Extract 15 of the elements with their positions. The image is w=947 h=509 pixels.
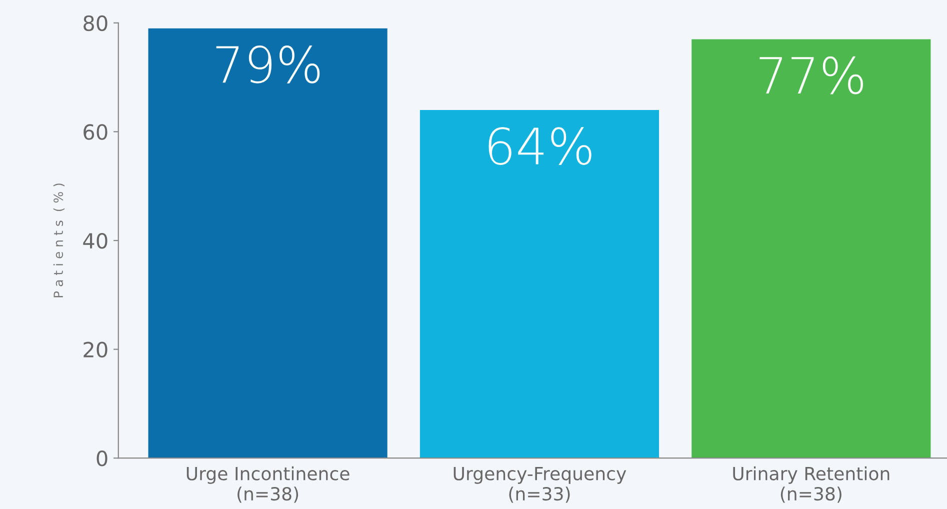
y-tick-label: 60 [84, 124, 108, 140]
y-tick-label: 0 [96, 450, 108, 466]
y-tick-label: 80 [84, 15, 108, 32]
data-label: 64% [488, 127, 592, 165]
bar [692, 39, 931, 458]
bar [420, 110, 660, 458]
data-label: 77% [760, 56, 863, 94]
x-tick-label: Urgency-Frequency (n=33) [454, 466, 626, 503]
y-axis-title: P a t i e n t s ( % ) [53, 184, 65, 298]
y-tick-label: 20 [84, 342, 108, 358]
bar [148, 28, 388, 458]
x-tick-label: Urge Incontinence (n=38) [186, 466, 350, 503]
y-tick-label: 40 [83, 232, 108, 249]
data-label: 79% [216, 46, 320, 84]
x-tick-label: Urinary Retention (n=38) [733, 466, 890, 503]
